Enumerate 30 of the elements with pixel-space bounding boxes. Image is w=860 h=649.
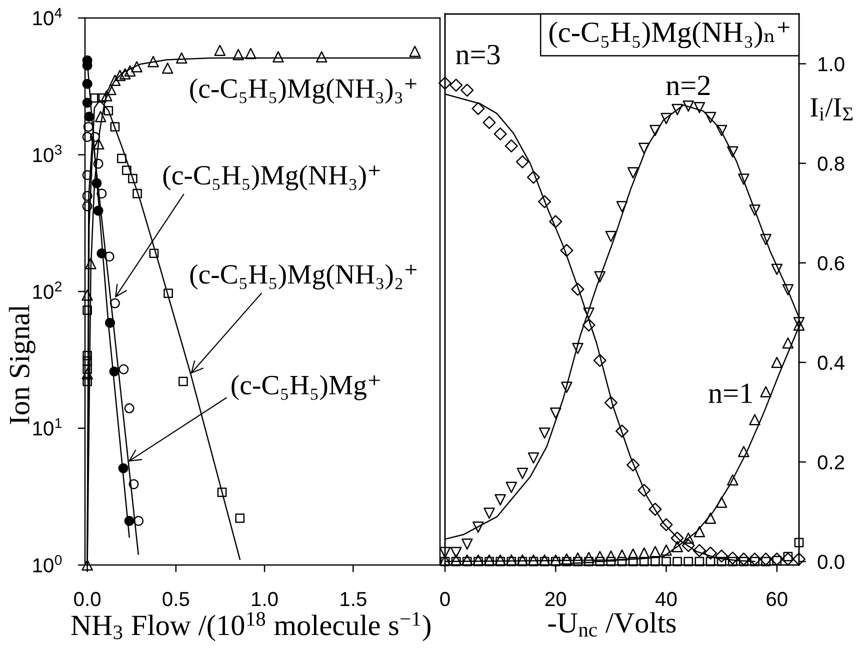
y2-tick-label: 0.8 [818, 156, 844, 171]
y-tick-label: 10$^{2}$ [33, 281, 62, 299]
series-label: n=2 [666, 76, 710, 96]
y2-tick-label: 0.2 [818, 455, 844, 470]
x-axis-title: -U$_{nc}$ /Volts [548, 612, 676, 637]
x-tick-label: 0.0 [74, 592, 101, 606]
annotation: (c-C₅H₅)Mg(NH₃)₃⁺ [190, 78, 416, 104]
series-label: n=3 [456, 44, 500, 64]
x-tick-label: 0 [440, 592, 450, 606]
x-axis-title: NH$_{3}$ Flow /(10$^{18}$ molecule s$^{−1}$) [71, 612, 430, 642]
x-tick-label: 1.5 [340, 592, 366, 606]
y-tick-label: 10$^{1}$ [33, 418, 62, 436]
y-tick-label: 10$^{0}$ [33, 554, 62, 572]
x-tick-label: 1.0 [252, 592, 278, 606]
y-tick-label: 10$^{4}$ [33, 8, 62, 26]
y2-tick-label: 1.0 [818, 57, 844, 72]
annotation: (c-C₅H₅)Mg(NH₃)⁺ [163, 165, 380, 190]
y2-tick-label: 0.0 [818, 554, 844, 570]
annotation: (c-C₅H₅)Mg(NH₃)₂⁺ [190, 264, 416, 290]
y2-tick-label: 0.6 [818, 256, 844, 270]
annotation: (c-C₅H₅)Mg⁺ [232, 374, 380, 400]
x-tick-label: 40 [656, 592, 677, 606]
y-tick-label: 10$^{3}$ [33, 144, 62, 162]
annotation: (c-C₅H₅)Mg(NH₃)ₙ⁺ [549, 22, 790, 48]
series-label: n=1 [708, 384, 752, 403]
y2-axis-title: I$_{i}$/I$_{Σ}$ [810, 98, 853, 120]
x-tick-label: 60 [766, 592, 788, 606]
y2-tick-label: 0.4 [818, 356, 844, 370]
x-tick-label: 0.5 [162, 592, 190, 606]
x-tick-label: 20 [545, 592, 566, 606]
